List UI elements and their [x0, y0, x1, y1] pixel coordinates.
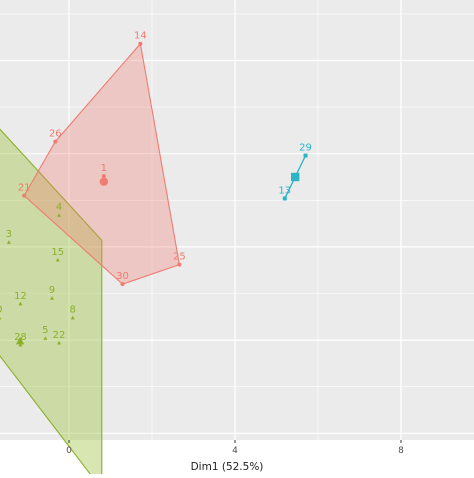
- point-label: 29: [299, 143, 312, 154]
- data-point: [120, 282, 125, 287]
- point-label: 3: [6, 229, 12, 240]
- data-point: [57, 340, 62, 345]
- data-point: [6, 240, 11, 244]
- x-axis-title: Dim1 (52.5%): [191, 461, 264, 473]
- data-point: [101, 174, 106, 179]
- point-label: 0: [0, 305, 2, 316]
- point-label: 1: [101, 163, 107, 174]
- data-point: [49, 296, 54, 300]
- data-point: [57, 213, 62, 217]
- point-label: 25: [173, 252, 186, 263]
- point-label: 21: [18, 183, 31, 194]
- group-mean-point: [290, 172, 300, 182]
- data-point: [138, 41, 143, 46]
- point-label: 12: [14, 291, 27, 302]
- data-point: [177, 262, 182, 267]
- point-label: 5: [42, 325, 48, 336]
- point-label: 28: [14, 332, 27, 343]
- data-point: [55, 257, 60, 262]
- data-point: [303, 153, 308, 158]
- point-label: 26: [49, 129, 62, 140]
- x-tick-label: 0: [66, 446, 72, 456]
- group-mean-point: [15, 336, 25, 345]
- data-point: [18, 342, 23, 347]
- data-point: [22, 193, 27, 198]
- data-point: [282, 196, 287, 201]
- group-hull: [0, 128, 103, 478]
- point-label: 30: [116, 271, 129, 282]
- point-labels: 431591208522286142612125302913: [0, 31, 312, 478]
- group-hulls: [0, 42, 307, 478]
- data-point: [0, 317, 2, 320]
- point-label: 15: [51, 247, 64, 258]
- data-points: [0, 41, 308, 347]
- point-label: 9: [49, 285, 55, 296]
- plot-panel: [0, 0, 474, 440]
- point-label: 13: [278, 185, 291, 196]
- point-label: 14: [134, 31, 147, 42]
- group-mean-point: [99, 177, 109, 186]
- point-label: 4: [56, 202, 62, 213]
- grid: [0, 0, 474, 440]
- data-point: [70, 315, 75, 320]
- point-label: 8: [70, 305, 76, 316]
- x-axis: 0 4 8: [66, 440, 404, 456]
- x-tick-label: 4: [232, 446, 238, 456]
- group-hull: [23, 42, 181, 285]
- data-point: [18, 301, 23, 306]
- data-point: [53, 139, 58, 144]
- x-tick-label: 8: [398, 446, 404, 456]
- point-label: 22: [53, 330, 66, 341]
- data-point: [43, 336, 48, 340]
